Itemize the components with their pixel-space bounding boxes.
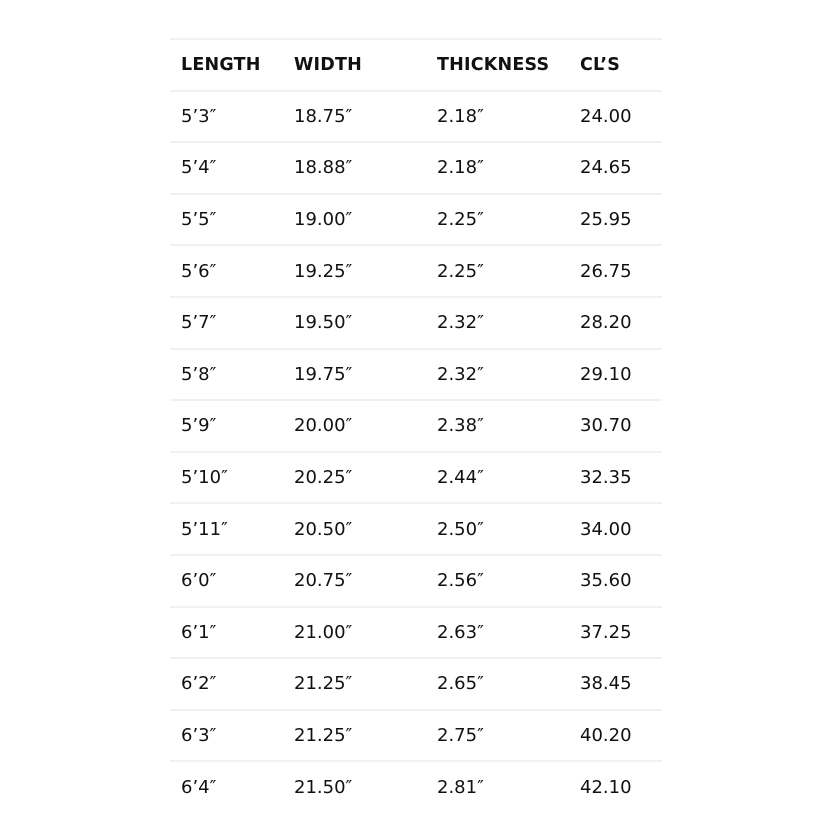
- cell-cls: 28.20: [569, 295, 662, 349]
- cell-thickness: 2.75″: [426, 708, 569, 762]
- table-row: 5’11″ 20.50″ 2.50″ 34.00: [170, 502, 662, 555]
- cell-cls: 25.95: [569, 192, 662, 246]
- cell-width: 19.75″: [283, 347, 426, 401]
- dimensions-table: LENGTH WIDTH THICKNESS CL’S 5’3″ 18.75″ 2.…: [170, 38, 662, 812]
- table-row: 5’8″ 19.75″ 2.32″ 29.10: [170, 347, 662, 401]
- table-row: 5’3″ 18.75″ 2.18″ 24.00: [170, 89, 662, 143]
- cell-length: 5’9″: [170, 399, 283, 452]
- table-row: 5’5″ 19.00″ 2.25″ 25.95: [170, 192, 662, 246]
- table-row: 5’4″ 18.88″ 2.18″ 24.65: [170, 141, 662, 194]
- table-row: 6’4″ 21.50″ 2.81″ 42.10: [170, 760, 662, 812]
- cell-length: 6’1″: [170, 605, 283, 659]
- cell-width: 20.00″: [283, 399, 426, 452]
- cell-cls: 42.10: [569, 760, 662, 812]
- header-cls: CL’S: [569, 38, 662, 91]
- cell-length: 5’11″: [170, 502, 283, 555]
- cell-length: 5’4″: [170, 141, 283, 194]
- cell-length: 5’5″: [170, 192, 283, 246]
- cell-width: 21.00″: [283, 605, 426, 659]
- header-row: LENGTH WIDTH THICKNESS CL’S: [170, 38, 662, 91]
- cell-length: 5’6″: [170, 244, 283, 297]
- cell-thickness: 2.63″: [426, 605, 569, 659]
- header-width: WIDTH: [283, 38, 426, 91]
- header-thickness: THICKNESS: [426, 38, 569, 91]
- cell-width: 19.50″: [283, 295, 426, 349]
- cell-length: 5’7″: [170, 295, 283, 349]
- cell-width: 19.25″: [283, 244, 426, 297]
- cell-thickness: 2.25″: [426, 244, 569, 297]
- cell-thickness: 2.50″: [426, 502, 569, 555]
- table-row: 6’1″ 21.00″ 2.63″ 37.25: [170, 605, 662, 659]
- cell-width: 20.25″: [283, 450, 426, 504]
- cell-length: 5’8″: [170, 347, 283, 401]
- cell-length: 5’10″: [170, 450, 283, 504]
- cell-width: 20.50″: [283, 502, 426, 555]
- table-row: 6’3″ 21.25″ 2.75″ 40.20: [170, 708, 662, 762]
- header-length: LENGTH: [170, 38, 283, 91]
- cell-cls: 40.20: [569, 708, 662, 762]
- cell-length: 6’4″: [170, 760, 283, 812]
- cell-length: 5’3″: [170, 89, 283, 143]
- cell-width: 18.88″: [283, 141, 426, 194]
- cell-thickness: 2.44″: [426, 450, 569, 504]
- cell-cls: 32.35: [569, 450, 662, 504]
- cell-cls: 29.10: [569, 347, 662, 401]
- cell-width: 21.50″: [283, 760, 426, 812]
- cell-thickness: 2.32″: [426, 295, 569, 349]
- cell-cls: 35.60: [569, 553, 662, 607]
- cell-cls: 30.70: [569, 399, 662, 452]
- table-row: 6’0″ 20.75″ 2.56″ 35.60: [170, 553, 662, 607]
- cell-length: 6’2″: [170, 657, 283, 710]
- table-row: 6’2″ 21.25″ 2.65″ 38.45: [170, 657, 662, 710]
- cell-thickness: 2.81″: [426, 760, 569, 812]
- cell-thickness: 2.38″: [426, 399, 569, 452]
- cell-cls: 34.00: [569, 502, 662, 555]
- cell-width: 18.75″: [283, 89, 426, 143]
- cell-thickness: 2.32″: [426, 347, 569, 401]
- cell-cls: 24.00: [569, 89, 662, 143]
- cell-width: 21.25″: [283, 708, 426, 762]
- cell-width: 19.00″: [283, 192, 426, 246]
- table-row: 5’6″ 19.25″ 2.25″ 26.75: [170, 244, 662, 297]
- cell-thickness: 2.56″: [426, 553, 569, 607]
- cell-cls: 37.25: [569, 605, 662, 659]
- cell-thickness: 2.18″: [426, 89, 569, 143]
- table-row: 5’9″ 20.00″ 2.38″ 30.70: [170, 399, 662, 452]
- cell-cls: 24.65: [569, 141, 662, 194]
- table-row: 5’7″ 19.50″ 2.32″ 28.20: [170, 295, 662, 349]
- table-row: 5’10″ 20.25″ 2.44″ 32.35: [170, 450, 662, 504]
- cell-thickness: 2.18″: [426, 141, 569, 194]
- cell-thickness: 2.25″: [426, 192, 569, 246]
- cell-cls: 26.75: [569, 244, 662, 297]
- cell-thickness: 2.65″: [426, 657, 569, 710]
- cell-width: 20.75″: [283, 553, 426, 607]
- cell-width: 21.25″: [283, 657, 426, 710]
- cell-length: 6’0″: [170, 553, 283, 607]
- cell-cls: 38.45: [569, 657, 662, 710]
- cell-length: 6’3″: [170, 708, 283, 762]
